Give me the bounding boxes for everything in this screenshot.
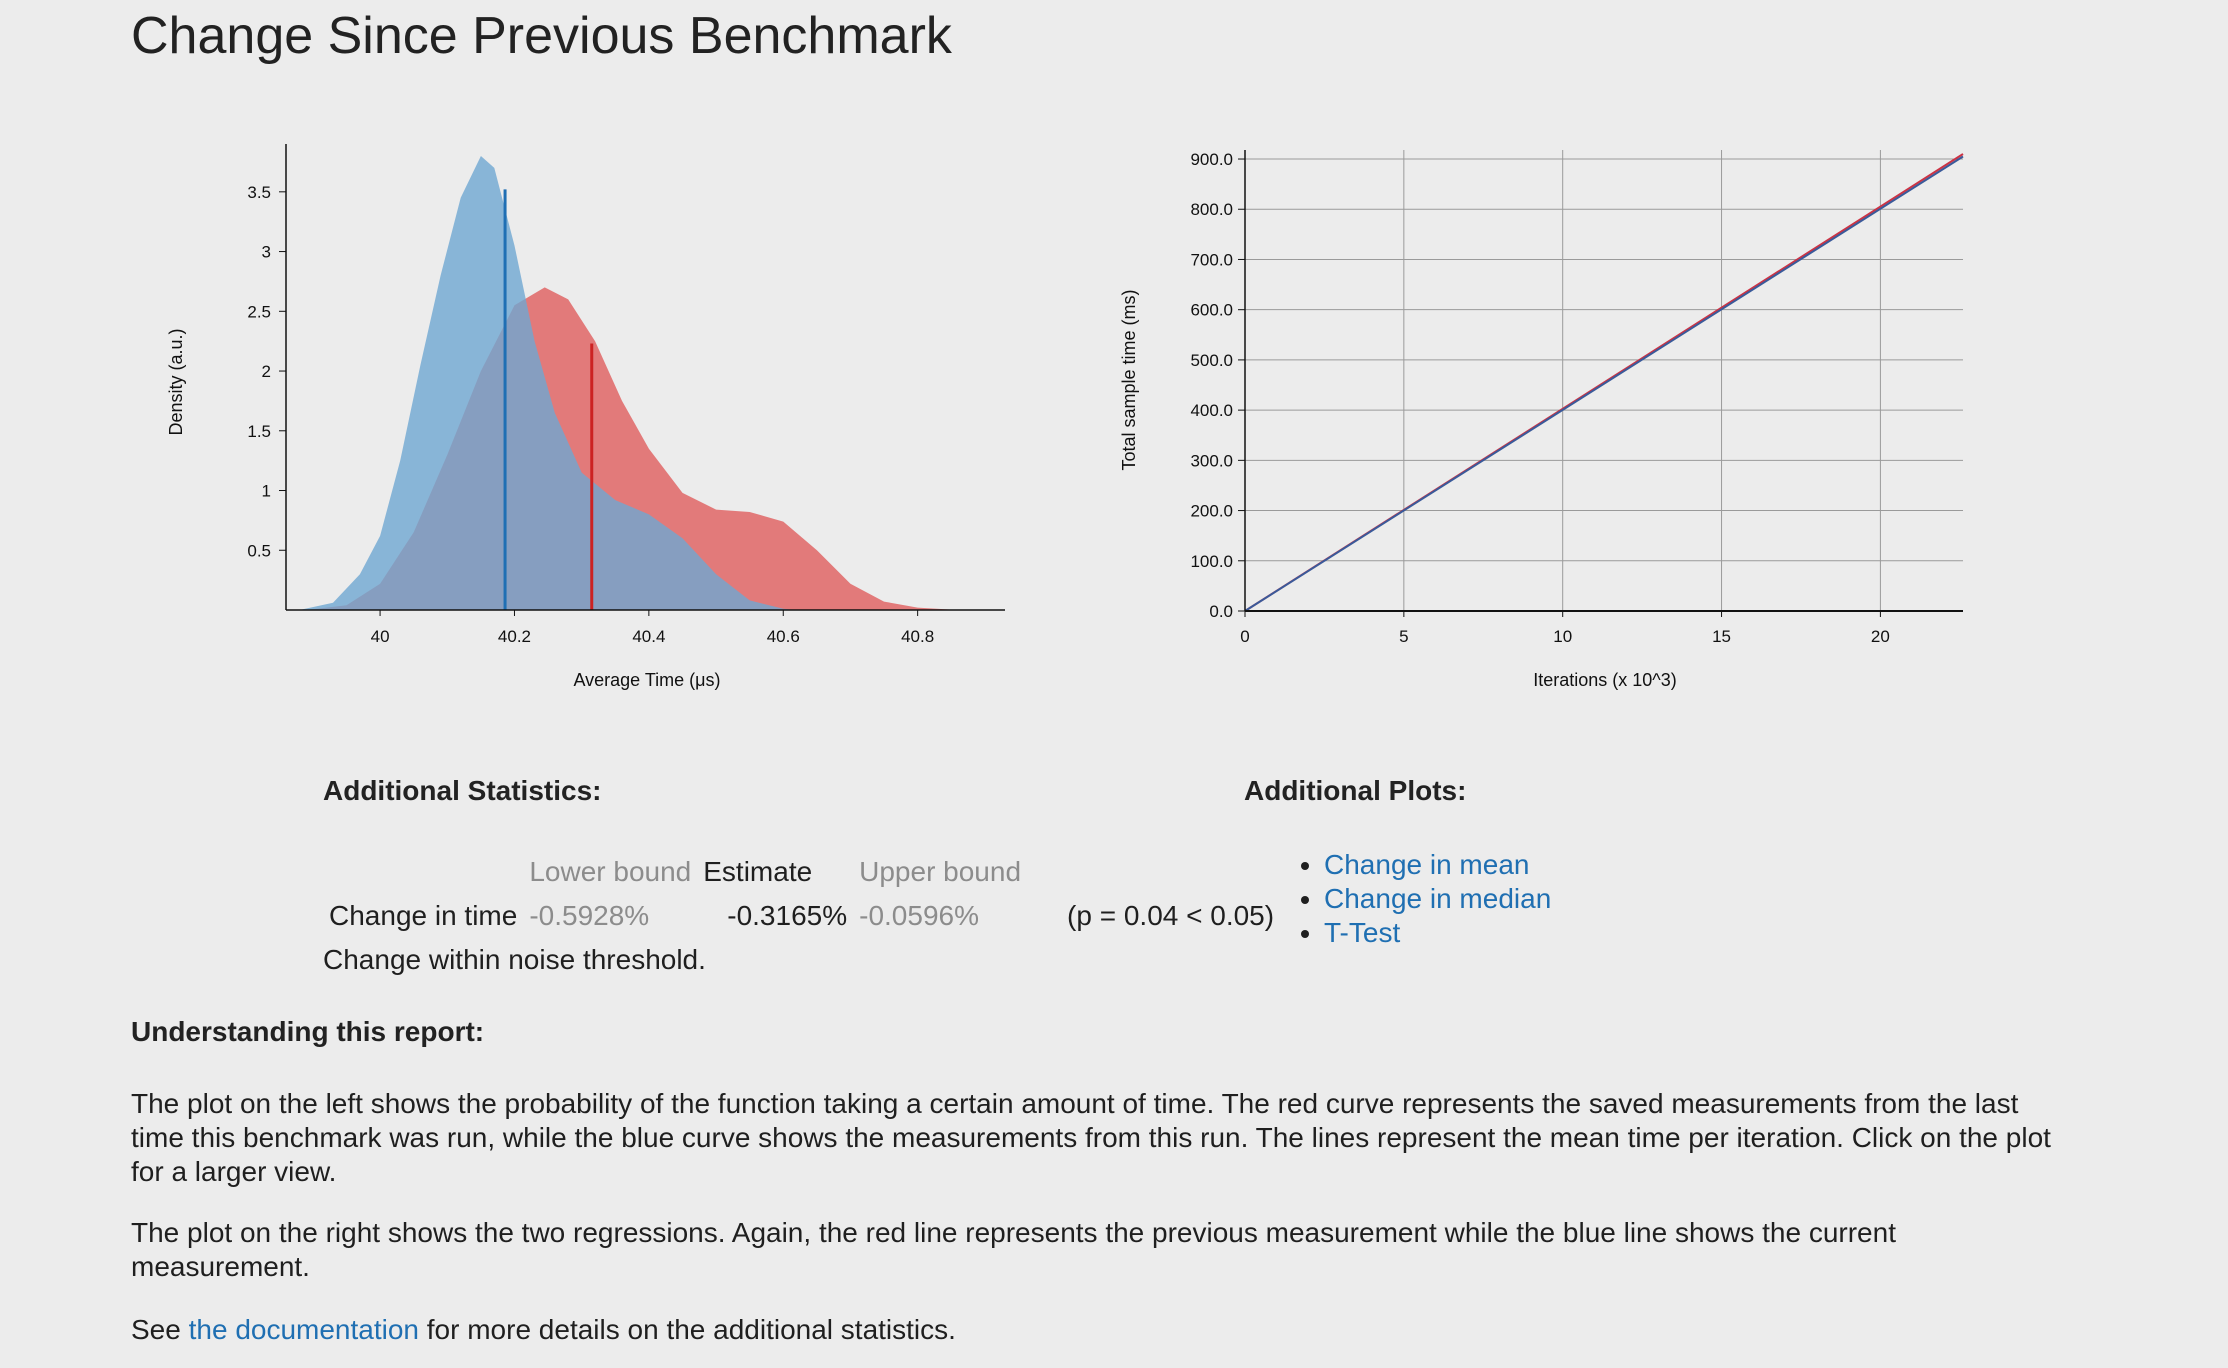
regression-x-tick-label: 5 <box>1399 627 1408 646</box>
page-title: Change Since Previous Benchmark <box>131 7 952 65</box>
details-text: for more details on the additional stati… <box>419 1314 956 1345</box>
density-series-1 <box>299 156 797 610</box>
density-y-tick-label: 1.5 <box>247 422 271 441</box>
density-y-tick-label: 0.5 <box>247 541 271 560</box>
lower-bound-header: Lower bound <box>529 856 692 887</box>
t-test-link[interactable]: T-Test <box>1324 917 1401 948</box>
regression-x-axis-title: Iterations (x 10^3) <box>1533 670 1677 690</box>
upper-bound-header: Upper bound <box>859 856 1022 887</box>
regression-y-tick-label: 100.0 <box>1190 552 1233 571</box>
statistics-header-row: Lower bound Estimate Upper bound <box>323 850 1280 894</box>
statistics-table: Lower bound Estimate Upper bound Change … <box>323 850 1280 938</box>
change-in-median-link[interactable]: Change in median <box>1324 883 1552 914</box>
density-x-tick-label: 40.4 <box>632 627 665 646</box>
empty-header-cell <box>323 850 523 894</box>
see-text: See <box>131 1314 189 1345</box>
change-in-mean-link[interactable]: Change in mean <box>1324 849 1530 880</box>
report-paragraph-right-plot: The plot on the right shows the two regr… <box>131 1217 1896 1282</box>
regression-chart[interactable]: 0 5 10 15 200.0100.0200.0300.0400.0500.0600.… <box>1110 130 2010 690</box>
list-item: T-Test <box>1324 916 1551 950</box>
density-y-axis-title: Density (a.u.) <box>166 328 186 435</box>
density-y-tick-label: 1 <box>262 482 271 501</box>
density-x-axis-title: Average Time (μs) <box>573 670 720 690</box>
density-y-tick-label: 3 <box>262 243 271 262</box>
upper-bound-value: -0.0596% <box>859 900 979 931</box>
regression-x-tick-label: 20 <box>1871 627 1890 646</box>
density-x-tick-label: 40.6 <box>767 627 800 646</box>
regression-y-tick-label: 500.0 <box>1190 351 1233 370</box>
additional-plots-list: Change in mean Change in median T-Test <box>1300 848 1551 950</box>
regression-y-tick-label: 400.0 <box>1190 401 1233 420</box>
regression-y-tick-label: 600.0 <box>1190 301 1233 320</box>
additional-statistics-title: Additional Statistics: <box>323 775 602 806</box>
regression-x-tick-label: 15 <box>1712 627 1731 646</box>
row-label: Change in time <box>329 900 518 931</box>
regression-y-tick-label: 200.0 <box>1190 502 1233 521</box>
lower-bound-value: -0.5928% <box>529 900 650 931</box>
estimate-value: -0.3165% <box>727 900 848 931</box>
list-item: Change in mean <box>1324 848 1551 882</box>
empty-header-cell <box>1027 850 1280 894</box>
regression-x-tick-label: 0 <box>1240 627 1249 646</box>
understanding-report-title: Understanding this report: <box>131 1016 485 1047</box>
density-x-tick-label: 40.8 <box>901 627 934 646</box>
regression-x-tick-label: 10 <box>1553 627 1572 646</box>
density-chart[interactable]: 40 40.2 40.4 40.6 40.8 0.5 1 1.5 2 2.5 3 3.5 Averag… <box>150 130 1050 690</box>
regression-y-tick-label: 300.0 <box>1190 451 1233 470</box>
regression-y-tick-label: 800.0 <box>1190 200 1233 219</box>
additional-plots-title: Additional Plots: <box>1244 775 1467 806</box>
regression-y-tick-label: 900.0 <box>1190 150 1233 169</box>
report-paragraph-left-plot: The plot on the left shows the probabili… <box>131 1088 2051 1187</box>
density-x-tick-label: 40 <box>371 627 390 646</box>
regression-y-axis-title: Total sample time (ms) <box>1119 289 1139 470</box>
regression-series-1 <box>1244 155 1964 612</box>
density-y-tick-label: 2.5 <box>247 302 271 321</box>
list-item: Change in median <box>1324 882 1551 916</box>
density-y-tick-label: 3.5 <box>247 183 271 202</box>
documentation-link[interactable]: the documentation <box>188 1314 419 1345</box>
density-x-tick-label: 40.2 <box>498 627 531 646</box>
change-in-time-row: Change in time -0.5928% -0.3165% -0.0596… <box>323 894 1280 938</box>
regression-y-tick-label: 0.0 <box>1209 602 1233 621</box>
noise-threshold-note: Change within noise threshold. <box>323 944 706 975</box>
p-value: (p = 0.04 < 0.05) <box>1067 900 1275 931</box>
density-y-tick-label: 2 <box>262 362 271 381</box>
regression-y-tick-label: 700.0 <box>1190 250 1233 269</box>
estimate-header: Estimate <box>703 856 813 887</box>
report-paragraph-documentation: See the documentation for more details o… <box>131 1313 2071 1347</box>
